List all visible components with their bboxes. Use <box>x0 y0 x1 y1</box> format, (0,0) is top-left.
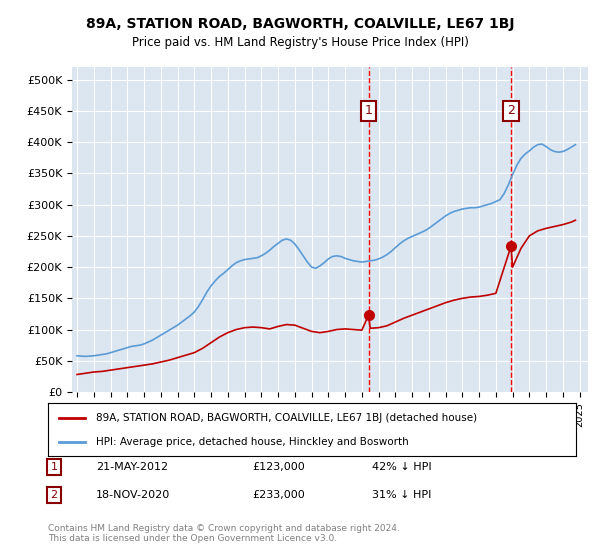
Text: Contains HM Land Registry data © Crown copyright and database right 2024.
This d: Contains HM Land Registry data © Crown c… <box>48 524 400 543</box>
Text: HPI: Average price, detached house, Hinckley and Bosworth: HPI: Average price, detached house, Hinc… <box>95 436 408 446</box>
Text: 31% ↓ HPI: 31% ↓ HPI <box>372 490 431 500</box>
Text: Price paid vs. HM Land Registry's House Price Index (HPI): Price paid vs. HM Land Registry's House … <box>131 36 469 49</box>
Text: £233,000: £233,000 <box>252 490 305 500</box>
Text: £123,000: £123,000 <box>252 462 305 472</box>
Text: 1: 1 <box>365 104 373 118</box>
Text: 42% ↓ HPI: 42% ↓ HPI <box>372 462 431 472</box>
Text: 89A, STATION ROAD, BAGWORTH, COALVILLE, LE67 1BJ: 89A, STATION ROAD, BAGWORTH, COALVILLE, … <box>86 17 514 31</box>
Text: 2: 2 <box>507 104 515 118</box>
Text: 89A, STATION ROAD, BAGWORTH, COALVILLE, LE67 1BJ (detached house): 89A, STATION ROAD, BAGWORTH, COALVILLE, … <box>95 413 476 423</box>
Text: 18-NOV-2020: 18-NOV-2020 <box>96 490 170 500</box>
Text: 1: 1 <box>50 462 58 472</box>
Text: 21-MAY-2012: 21-MAY-2012 <box>96 462 168 472</box>
Text: 2: 2 <box>50 490 58 500</box>
